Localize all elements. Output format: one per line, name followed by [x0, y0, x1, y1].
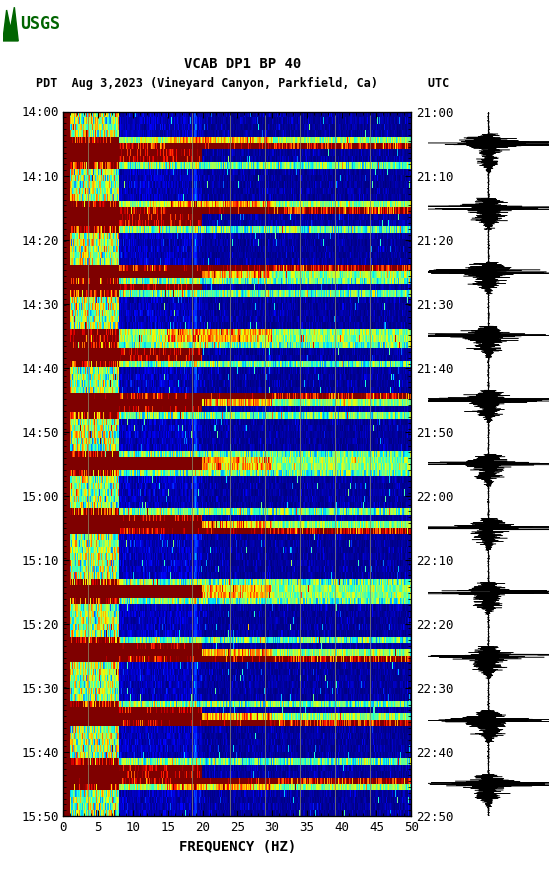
Text: PDT  Aug 3,2023 (Vineyard Canyon, Parkfield, Ca)       UTC: PDT Aug 3,2023 (Vineyard Canyon, Parkfie… — [36, 78, 449, 90]
X-axis label: FREQUENCY (HZ): FREQUENCY (HZ) — [179, 839, 296, 854]
Text: VCAB DP1 BP 40: VCAB DP1 BP 40 — [184, 57, 301, 71]
Polygon shape — [3, 7, 18, 41]
Text: USGS: USGS — [20, 15, 60, 33]
